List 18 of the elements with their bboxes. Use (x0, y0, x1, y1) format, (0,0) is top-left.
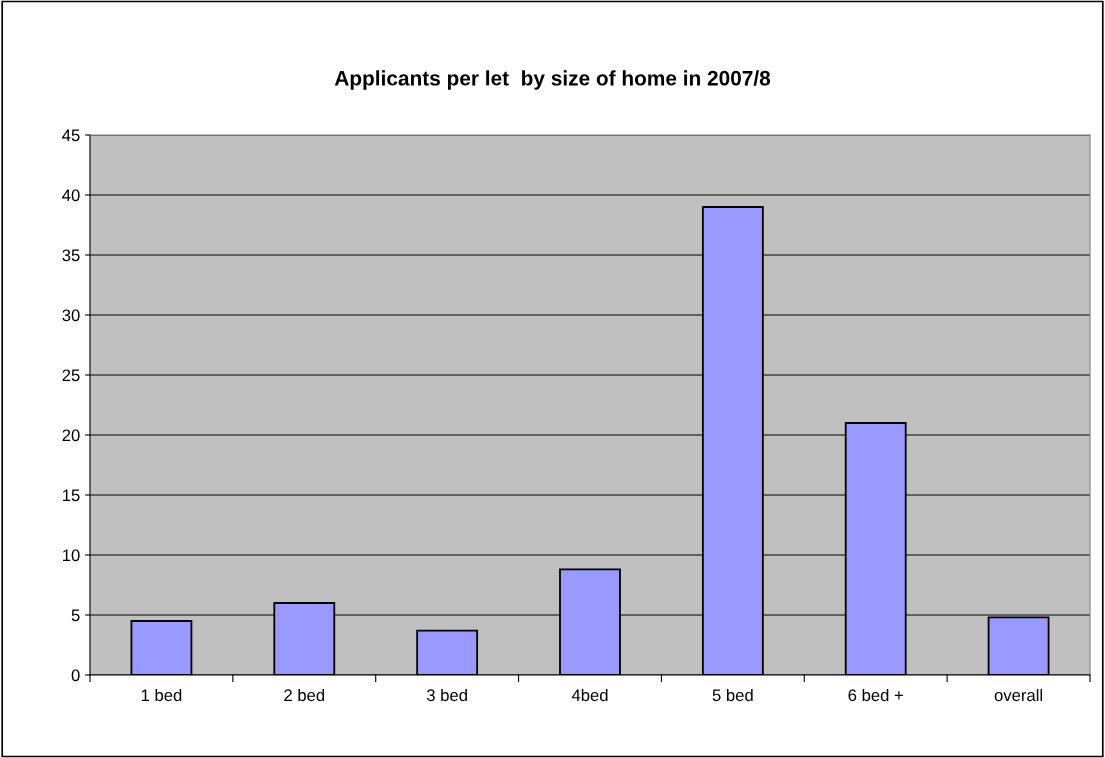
y-tick-label: 35 (62, 249, 80, 262)
x-tick-label: overall (994, 688, 1043, 702)
x-tick-label: 4bed (571, 688, 608, 702)
x-tick-label: 2 bed (284, 688, 325, 702)
y-tick-label: 15 (63, 489, 80, 502)
x-tick-label: 1 bed (141, 688, 182, 702)
y-tick-label: 30 (62, 309, 80, 322)
x-tick-label: 3 bed (426, 688, 467, 702)
x-tick-label: 5 bed (712, 688, 753, 702)
y-tick-label: 45 (62, 129, 80, 142)
y-tick-label: 5 (71, 609, 80, 622)
x-tick-label: 6 bed + (848, 688, 903, 702)
chart-title: Applicants per let by size of home in 2007/8 (334, 70, 771, 90)
y-tick-label: 20 (62, 429, 80, 442)
y-tick-label: 10 (63, 549, 80, 562)
y-tick-label: 40 (62, 189, 80, 202)
y-tick-label: 25 (62, 369, 80, 382)
y-tick-label: 0 (71, 669, 80, 682)
